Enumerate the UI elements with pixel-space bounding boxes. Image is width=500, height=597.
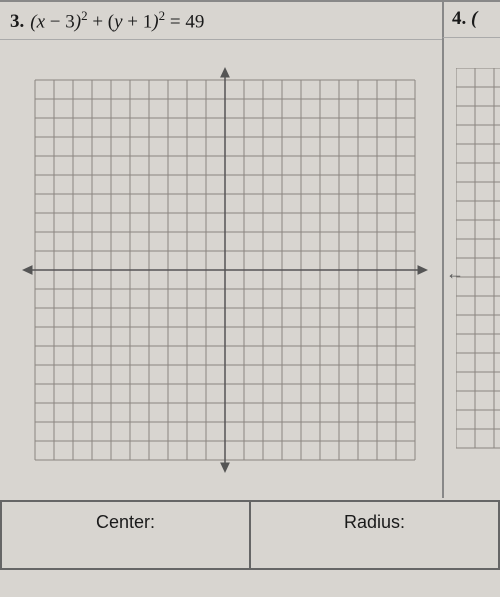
adjacent-x-arrow-left-icon: ←	[446, 263, 464, 284]
coordinate-grid-container	[0, 40, 500, 500]
next-problem-header: 4. (	[442, 0, 500, 38]
center-answer-cell: Center:	[0, 502, 251, 568]
problem-header: 3. (x − 3)2 + (y + 1)2 = 49	[0, 0, 500, 40]
problem-number: 3.	[10, 11, 24, 33]
center-label: Center:	[96, 512, 155, 532]
worksheet-page: 3. (x − 3)2 + (y + 1)2 = 49 4. ( ← Cente…	[0, 0, 500, 597]
next-problem-partial: (	[471, 8, 477, 29]
radius-answer-cell: Radius:	[251, 502, 500, 568]
radius-label: Radius:	[344, 512, 405, 532]
adjacent-problem-column: ←	[442, 38, 500, 498]
answer-row: Center: Radius:	[0, 500, 500, 570]
next-problem-number: 4.	[452, 8, 466, 29]
coordinate-grid	[20, 65, 430, 475]
circle-equation: (x − 3)2 + (y + 1)2 = 49	[30, 8, 204, 33]
